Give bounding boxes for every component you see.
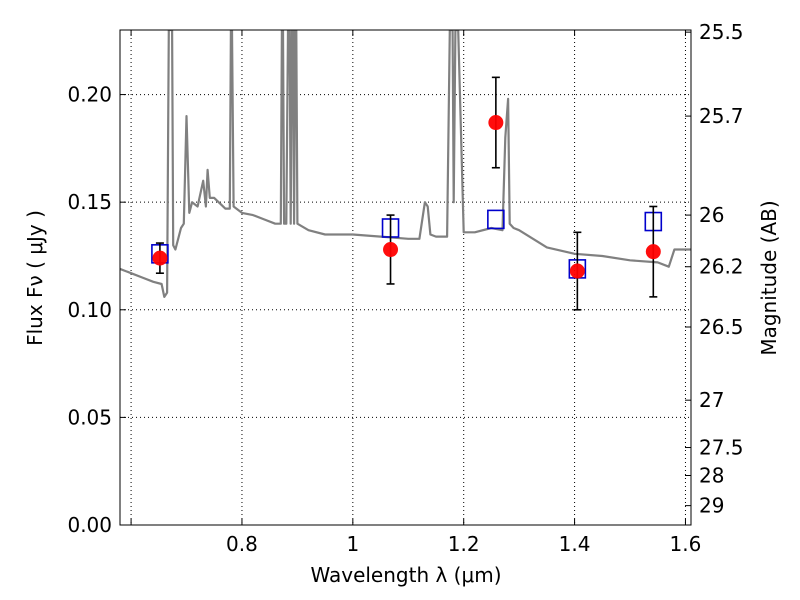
model-point <box>487 209 505 230</box>
observed-layer <box>152 76 661 311</box>
y-tick-label: 0.20 <box>67 83 112 107</box>
grid <box>120 30 691 526</box>
observed-point <box>383 242 399 258</box>
x-axis-label: Wavelength λ (μm) <box>310 563 501 587</box>
observed-point <box>569 263 585 279</box>
x-tick-label: 0.8 <box>226 532 258 556</box>
spectrum-line <box>120 30 691 298</box>
y-axis-label-left: Flux Fν ( μJy ) <box>23 210 47 346</box>
plot-frame <box>119 29 692 526</box>
right-tick-label: 25.5 <box>699 20 744 44</box>
y-tick-label: 0.00 <box>67 513 112 537</box>
right-tick-label: 27 <box>699 388 724 412</box>
observed-point <box>488 115 504 131</box>
observed-point <box>645 244 661 260</box>
x-tick-label: 1.2 <box>448 532 480 556</box>
right-tick-label: 28 <box>699 464 724 488</box>
right-tick-label: 25.7 <box>699 104 744 128</box>
spectrum-layer <box>120 30 691 298</box>
right-tick-label: 29 <box>699 494 724 518</box>
ticks: 0.8 1 1.2 1.4 1.6 0.00 0.05 0.10 0.15 0.20 25.5 25.… <box>67 20 743 556</box>
y-tick-label: 0.10 <box>67 298 112 322</box>
x-tick-label: 1 <box>346 532 359 556</box>
right-tick-label: 27.5 <box>699 436 744 460</box>
x-tick-label: 1.6 <box>670 532 702 556</box>
right-tick-label: 26 <box>699 203 724 227</box>
y-tick-label: 0.15 <box>67 190 112 214</box>
y-axis-label-right: Magnitude (AB) <box>757 200 781 355</box>
observed-point <box>152 250 168 266</box>
right-tick-label: 26.5 <box>699 315 744 339</box>
right-tick-label: 26.2 <box>699 255 744 279</box>
y-tick-label: 0.05 <box>67 405 112 429</box>
x-tick-label: 1.4 <box>559 532 591 556</box>
